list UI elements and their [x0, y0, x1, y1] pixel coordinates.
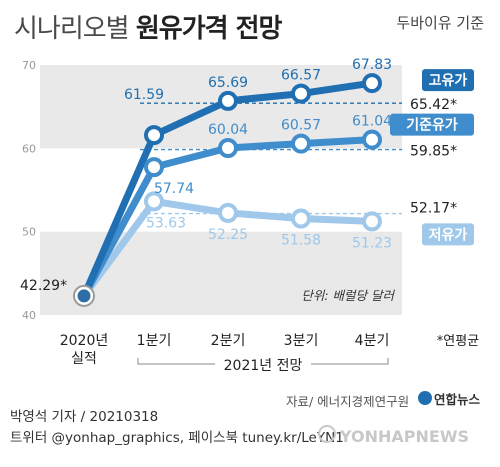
data-label: 61.59: [124, 87, 164, 103]
group-label: 2021년 전망: [224, 358, 303, 374]
series-point-1: [291, 133, 311, 154]
legend-label: 저유가: [429, 227, 468, 243]
brand-text: 연합뉴스: [434, 392, 481, 407]
data-label: 60.04: [208, 122, 248, 138]
annual-label: 52.17*: [410, 201, 457, 217]
x-tick-label: 실적: [71, 351, 97, 367]
data-label: 65.69: [208, 75, 248, 91]
yonhap-logo-icon: [418, 391, 432, 405]
annual-note: *연평균: [437, 334, 479, 349]
base-value-label: 42.29*: [20, 278, 67, 294]
base-point: [77, 289, 91, 303]
x-tick-label: 2분기: [211, 333, 246, 349]
page-title: 시나리오별 원유가격 전망: [14, 8, 283, 45]
series-point-2: [362, 211, 382, 232]
series-point-1: [144, 157, 164, 178]
data-label: 52.25: [208, 227, 248, 243]
series-point-0: [218, 90, 238, 111]
data-label: 61.04: [352, 114, 392, 130]
data-label: 57.74: [154, 181, 194, 197]
social-line: 트위터 @yonhap_graphics, 페이스북 tuney.kr/LeYN…: [10, 430, 344, 446]
annual-label: 59.85*: [410, 144, 457, 160]
data-label: 51.58: [281, 233, 321, 249]
legend-box-2: [422, 223, 474, 246]
series-point-1: [362, 129, 382, 150]
x-tick-label: 2020년: [60, 333, 109, 349]
group-label-bg: [215, 356, 311, 374]
series-point-0: [362, 73, 382, 94]
y-tick-label: 40: [22, 309, 36, 322]
data-label: 51.23: [352, 235, 392, 251]
legend-box-1: [390, 113, 474, 136]
reporter-line: 박영석 기자 / 20210318: [10, 409, 159, 425]
data-label: 66.57: [281, 68, 321, 84]
y-tick-label: 50: [22, 226, 36, 239]
series-point-2: [291, 208, 311, 229]
source-text: 자료/ 에너지경제연구원: [286, 394, 410, 409]
basis-label: 두바이유 기준: [396, 14, 484, 32]
watermark-icon: [318, 425, 336, 443]
title-light: 시나리오별: [14, 14, 130, 44]
series-point-1: [218, 138, 238, 158]
x-tick-label: 4분기: [355, 333, 390, 349]
series-point-2: [218, 202, 238, 223]
unit-label: 단위: 배럴당 달러: [301, 288, 395, 303]
legend-box-0: [422, 69, 474, 92]
data-label: 53.63: [146, 215, 186, 231]
series-point-2: [144, 191, 164, 212]
x-tick-label: 3분기: [284, 333, 319, 349]
legend-label: 고유가: [429, 73, 468, 89]
data-label: 60.57: [281, 118, 321, 134]
y-tick-label: 70: [22, 59, 36, 72]
legend-label: 기준유가: [406, 118, 458, 134]
y-tick-label: 60: [22, 142, 36, 155]
annual-label: 65.42*: [410, 97, 457, 113]
x-tick-label: 1분기: [137, 333, 172, 349]
title-bold: 원유가격 전망: [135, 14, 283, 44]
watermark-text: YONHAPNEWS: [340, 427, 469, 446]
data-label: 67.83: [352, 57, 392, 73]
series-point-0: [291, 83, 311, 104]
series-point-0: [144, 125, 164, 146]
